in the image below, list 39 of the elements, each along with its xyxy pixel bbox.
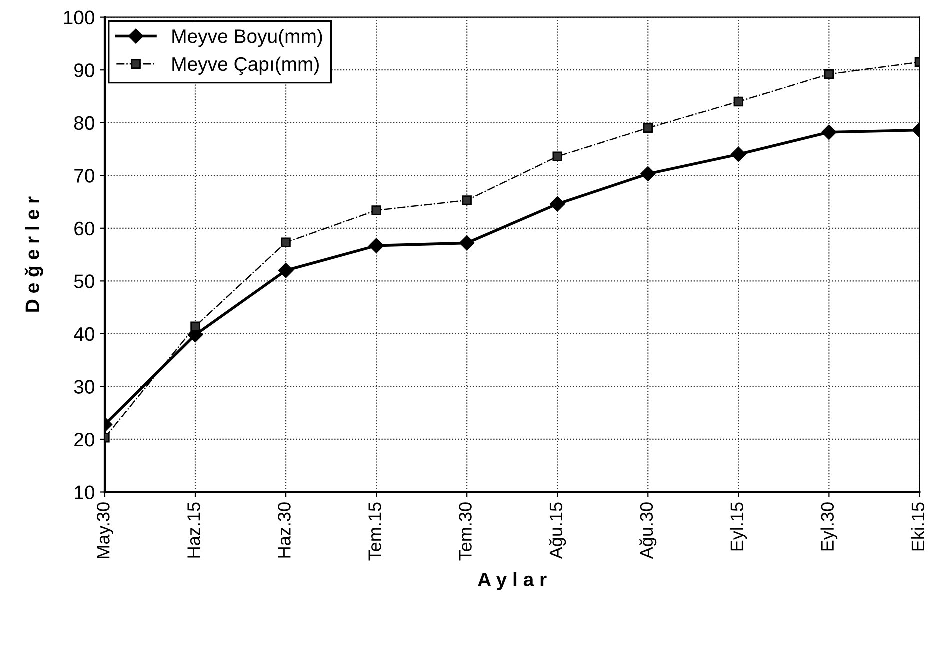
y-axis-title: D e ğ e r l e r: [24, 196, 44, 312]
point: [640, 166, 656, 182]
x-tick-label: Haz.15: [188, 502, 200, 558]
y-tick-label: 60: [74, 222, 94, 236]
point: [824, 69, 834, 80]
y-tick-label: 20: [74, 432, 94, 447]
point: [190, 322, 200, 332]
x-tick-label: Ağu.30: [640, 502, 657, 560]
point: [462, 196, 472, 206]
y-tick-label: 90: [74, 64, 94, 78]
x-tick-label: Eyl.30: [820, 502, 838, 551]
y-tick-label: 40: [74, 327, 94, 342]
point: [460, 236, 475, 251]
point: [822, 124, 837, 140]
point: [368, 238, 384, 254]
y-tick-label: 30: [74, 380, 94, 394]
point: [278, 263, 294, 278]
legend-label: Meyve Çapı(mm): [172, 56, 319, 76]
point: [731, 146, 746, 162]
y-tick-label: 80: [74, 116, 94, 130]
point: [372, 206, 382, 216]
y-tick-label: 50: [74, 274, 94, 288]
y-tick-label: 10: [75, 486, 94, 500]
point: [734, 96, 744, 107]
x-tick-label: Tem.30: [459, 502, 472, 561]
legend-label: Meyve Boyu(mm): [172, 29, 322, 48]
x-axis-title: A y l a r: [478, 572, 547, 590]
y-tick-label: 70: [74, 169, 94, 183]
point: [550, 196, 566, 212]
x-tick-label: Ağu.15: [549, 502, 566, 560]
x-tick-label: Eyl.15: [730, 502, 748, 551]
x-tick-label: Tem.15: [368, 502, 382, 561]
point: [281, 238, 291, 248]
y-tick-label: 100: [64, 10, 94, 25]
x-tick-label: Eki.15: [911, 502, 925, 551]
point: [643, 123, 653, 134]
x-tick-label: Haz.30: [278, 502, 291, 558]
point: [552, 152, 562, 162]
x-tick-label: May.30: [97, 502, 114, 558]
